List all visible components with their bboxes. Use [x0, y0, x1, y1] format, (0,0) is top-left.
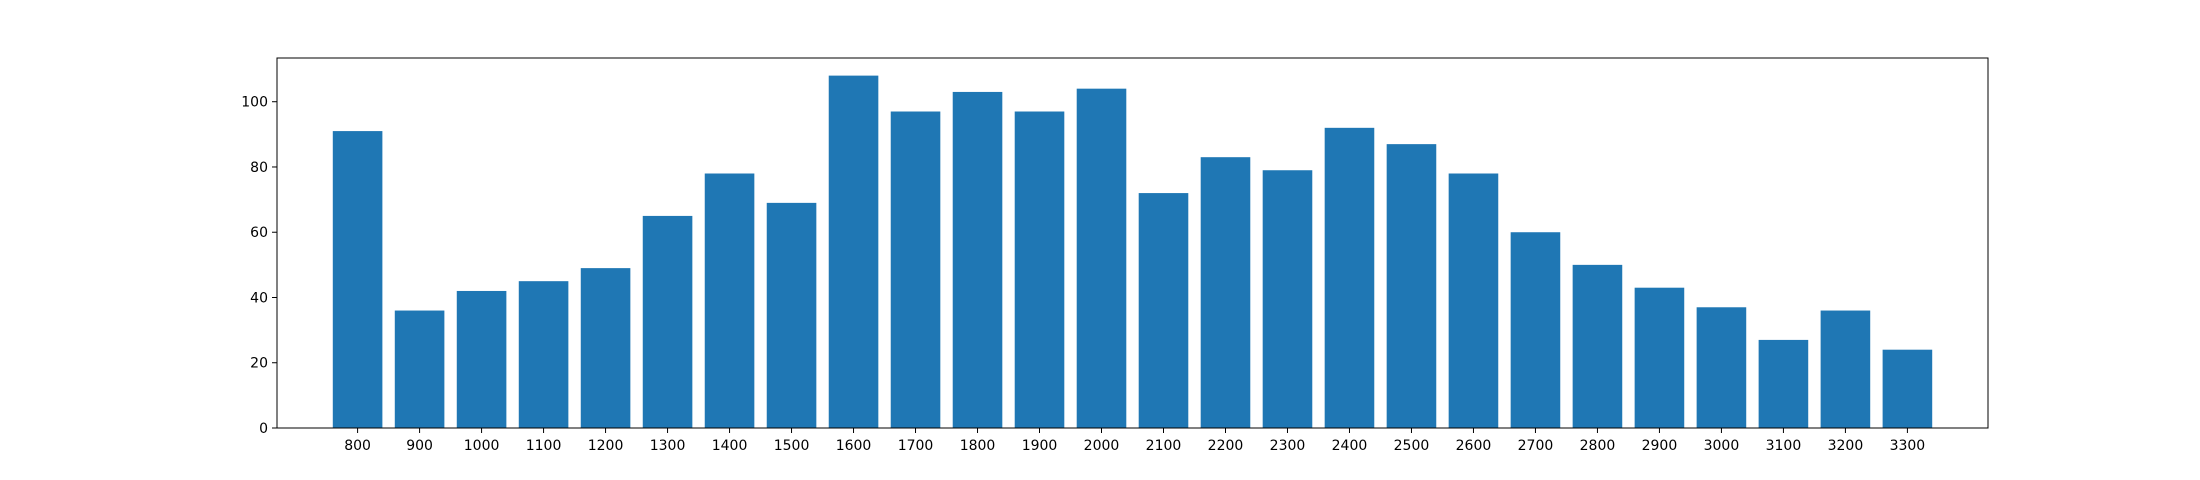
bar-2300 [1262, 170, 1313, 428]
x-tick-label: 900 [406, 438, 433, 454]
bars-group [332, 75, 1933, 428]
x-tick-label: 3000 [1704, 438, 1740, 454]
bar-1800 [952, 91, 1003, 428]
bar-2400 [1324, 127, 1375, 428]
bar-900 [394, 310, 445, 428]
x-tick-label: 1300 [650, 438, 686, 454]
bar-1500 [766, 202, 817, 428]
x-tick-label: 800 [344, 438, 371, 454]
bar-3100 [1758, 339, 1809, 428]
bar-800 [332, 131, 383, 428]
y-tick-label: 80 [250, 160, 268, 176]
bar-1000 [456, 290, 507, 428]
bar-2900 [1634, 287, 1685, 428]
x-tick-label: 2700 [1518, 438, 1554, 454]
bar-3300 [1882, 349, 1933, 428]
y-axis-ticks: 0 20 40 60 80 100 [241, 95, 277, 437]
x-tick-label: 1100 [526, 438, 562, 454]
y-tick-label: 100 [241, 95, 268, 111]
x-tick-label: 2500 [1394, 438, 1430, 454]
bar-1900 [1014, 111, 1065, 428]
x-tick-label: 1000 [464, 438, 500, 454]
x-tick-label: 1900 [1022, 438, 1058, 454]
plot-frame [276, 57, 1989, 429]
bar-2500 [1386, 144, 1437, 428]
bar-1600 [828, 75, 879, 428]
x-tick-label: 3200 [1828, 438, 1864, 454]
x-tick-label: 1400 [712, 438, 748, 454]
bar-1700 [890, 111, 941, 428]
x-tick-label: 1800 [960, 438, 996, 454]
bar-1100 [518, 281, 569, 428]
bar-2100 [1138, 193, 1189, 428]
bar-1300 [642, 215, 693, 428]
y-tick-label: 0 [259, 421, 268, 437]
x-tick-label: 1700 [898, 438, 934, 454]
x-tick-label: 2800 [1580, 438, 1616, 454]
x-tick-label: 2100 [1146, 438, 1182, 454]
x-tick-label: 3300 [1890, 438, 1926, 454]
x-tick-label: 2400 [1332, 438, 1368, 454]
x-tick-label: 2600 [1456, 438, 1492, 454]
y-tick-label: 60 [250, 225, 268, 241]
bar-1400 [704, 173, 755, 428]
bar-2700 [1510, 232, 1561, 428]
x-tick-label: 1600 [836, 438, 872, 454]
bar-3200 [1820, 310, 1871, 428]
bar-1200 [580, 268, 631, 428]
y-tick-label: 20 [250, 356, 268, 372]
x-tick-label: 2000 [1084, 438, 1120, 454]
x-tick-label: 2900 [1642, 438, 1678, 454]
bar-2000 [1076, 88, 1127, 428]
bar-2800 [1572, 264, 1623, 428]
x-tick-label: 2300 [1270, 438, 1306, 454]
x-tick-label: 1200 [588, 438, 624, 454]
bar-2600 [1448, 173, 1499, 428]
x-tick-label: 1500 [774, 438, 810, 454]
x-axis-ticks: 800 900 1000 1100 1200 1300 1400 1500 1600 1700 18… [344, 428, 1925, 454]
x-tick-label: 2200 [1208, 438, 1244, 454]
bar-3000 [1696, 307, 1747, 428]
x-tick-label: 3100 [1766, 438, 1802, 454]
y-tick-label: 40 [250, 290, 268, 306]
bar-2200 [1200, 157, 1251, 428]
